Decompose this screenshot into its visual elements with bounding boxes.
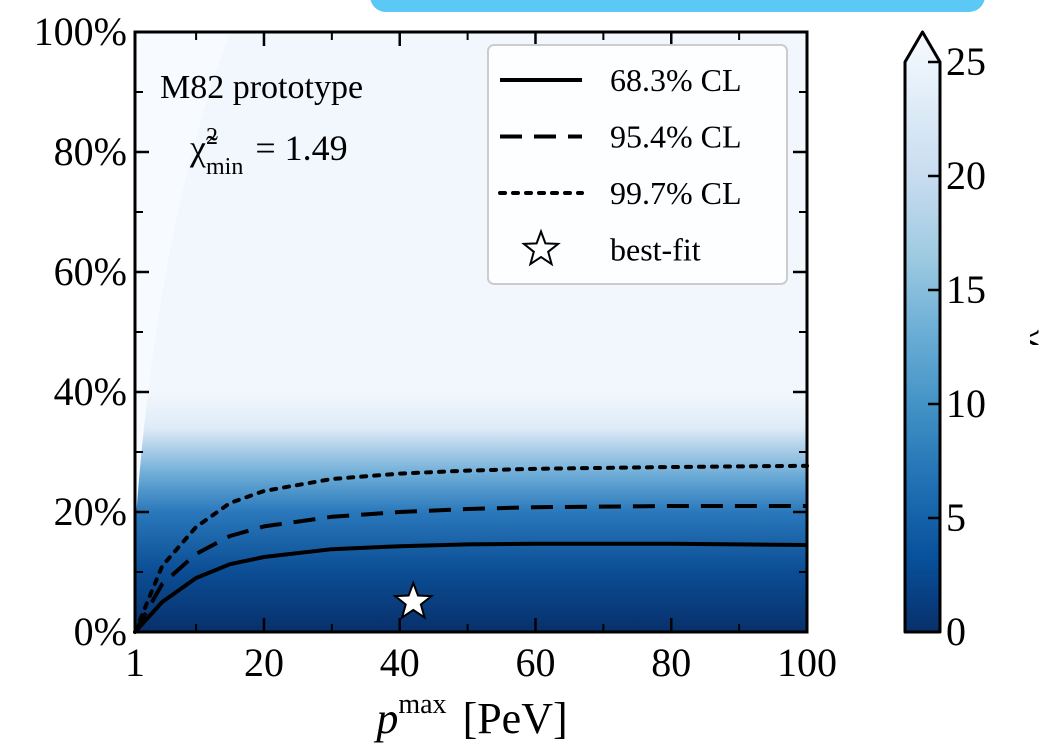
legend-label: 95.4% CL xyxy=(610,119,742,155)
legend: 68.3% CL 95.4% CL 99.7% CL best-fit xyxy=(487,44,788,285)
plot-area: 1 20 40 60 80 100 0% 20% 40% 60% 80% 100% pmax [PeV] M… xyxy=(34,9,837,743)
y-tick-label: 100% xyxy=(34,9,127,54)
contour-line xyxy=(133,504,807,633)
colorbar-tick-label: 15 xyxy=(946,267,986,312)
annotation: χ̃2 min = 1.49 xyxy=(189,124,348,180)
colorbar-tick-label: 5 xyxy=(946,495,966,540)
colorbar-tick-label: 0 xyxy=(946,609,966,654)
colorbar-tick-label: 25 xyxy=(946,39,986,84)
colorbar: 0 5 10 15 20 25 Δχ̃2 xyxy=(903,30,1039,654)
x-label-superscript: max xyxy=(398,689,446,720)
contour-line xyxy=(133,541,808,634)
y-tick-label: 40% xyxy=(54,369,127,414)
y-tick-label: 80% xyxy=(54,129,127,174)
x-tick-label: 20 xyxy=(244,640,284,685)
contour-line xyxy=(133,463,809,634)
x-label-unit: [PeV] xyxy=(463,694,568,743)
x-label-symbol: p xyxy=(373,694,398,743)
y-tick-label: 0% xyxy=(74,609,127,654)
x-tick-label: 1 xyxy=(125,640,145,685)
annotation-superscript: 2 xyxy=(206,124,218,150)
x-tick-label: 60 xyxy=(515,640,555,685)
colorbar-label: Δχ̃2 xyxy=(991,316,1039,373)
y-tick-label: 20% xyxy=(54,489,127,534)
x-tick-label: 80 xyxy=(651,640,691,685)
y-tick-label: 60% xyxy=(54,249,127,294)
annotation-subscript: min xyxy=(206,154,243,180)
annotation-text: = 1.49 xyxy=(255,128,347,168)
legend-box xyxy=(487,44,788,285)
x-tick-label: 100 xyxy=(777,640,837,685)
colorbar-tick-label: 20 xyxy=(946,153,986,198)
colorbar-body xyxy=(903,30,942,634)
annotation: M82 prototype xyxy=(160,69,363,106)
best-fit-marker xyxy=(392,580,435,620)
colorbar-tick-label: 10 xyxy=(946,381,986,426)
x-axis-label: pmax [PeV] xyxy=(373,689,567,743)
colorbar-label-symbol: Δχ̃ xyxy=(994,316,1039,373)
x-tick-label: 40 xyxy=(380,640,420,685)
legend-label: 99.7% CL xyxy=(610,175,742,211)
legend-label: 68.3% CL xyxy=(610,62,742,98)
top-banner xyxy=(370,0,985,12)
legend-marker xyxy=(521,228,561,267)
colorbar-label-superscript: 2 xyxy=(991,317,1020,330)
field-edge xyxy=(135,32,230,532)
legend-label: best-fit xyxy=(610,232,701,268)
